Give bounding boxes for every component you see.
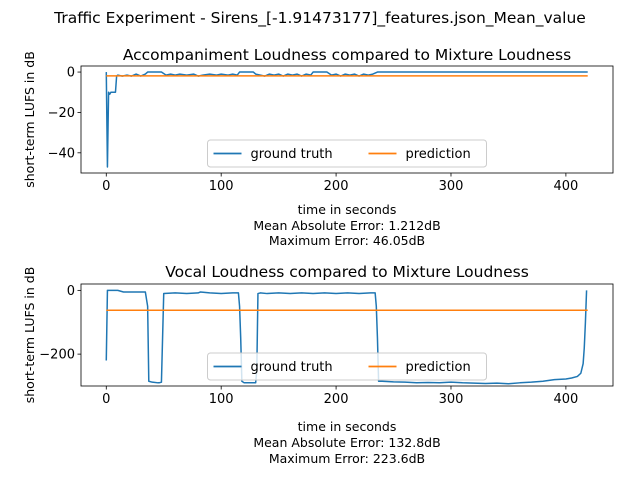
chart-1-ylabel: short-term LUFS in dB bbox=[22, 51, 37, 188]
chart-2-metric-max: Maximum Error: 223.6dB bbox=[269, 451, 425, 466]
chart-2-ylabel: short-term LUFS in dB bbox=[22, 267, 37, 404]
chart-2-xtick-label: 100 bbox=[209, 392, 234, 407]
chart-2-metric-mae: Mean Absolute Error: 132.8dB bbox=[253, 435, 440, 450]
chart-1-metric-max: Maximum Error: 46.05dB bbox=[269, 233, 425, 248]
chart-1-xtick-label: 200 bbox=[324, 179, 349, 194]
chart-2-title: Vocal Loudness compared to Mixture Loudn… bbox=[165, 263, 529, 281]
chart-2-legend-label-prediction: prediction bbox=[406, 360, 471, 375]
chart-2-ytick-label: 0 bbox=[67, 284, 75, 299]
chart-1-metric-mae: Mean Absolute Error: 1.212dB bbox=[253, 218, 440, 233]
chart-2-legend-box bbox=[207, 352, 487, 381]
chart-1-xtick-label: 400 bbox=[553, 179, 578, 194]
chart-2-xtick-label: 200 bbox=[324, 392, 349, 407]
chart-1-legend-label-ground-truth: ground truth bbox=[251, 147, 333, 162]
chart-1-ytick-label: −20 bbox=[48, 106, 75, 121]
chart-1-legend-label-prediction: prediction bbox=[406, 147, 471, 162]
chart-2-axes-frame bbox=[80, 283, 614, 387]
chart-1-ytick-label: −40 bbox=[48, 146, 75, 161]
chart-2-xtick-label: 300 bbox=[439, 392, 464, 407]
figure-suptitle: Traffic Experiment - Sirens_[-1.91473177… bbox=[53, 9, 586, 28]
chart-1-legend-box bbox=[207, 139, 487, 168]
chart-2-ytick-label: −200 bbox=[39, 348, 75, 363]
chart-1-xtick-label: 100 bbox=[209, 179, 234, 194]
chart-2-group: Vocal Loudness compared to Mixture Loudn… bbox=[22, 263, 614, 466]
chart-1-title: Accompaniment Loudness compared to Mixtu… bbox=[123, 46, 571, 64]
chart-1-ytick-label: 0 bbox=[67, 66, 75, 81]
chart-2-xtick-label: 0 bbox=[102, 392, 110, 407]
chart-1-xtick-label: 0 bbox=[102, 179, 110, 194]
chart-2-xtick-label: 400 bbox=[553, 392, 578, 407]
chart-1-legend: ground truth prediction bbox=[207, 139, 487, 168]
chart-2-series-ground-truth-line bbox=[105, 289, 588, 385]
chart-1-group: Accompaniment Loudness compared to Mixtu… bbox=[22, 46, 614, 248]
chart-1-xtick-label: 300 bbox=[439, 179, 464, 194]
chart-1-xlabel: time in seconds bbox=[298, 202, 397, 217]
chart-2-legend-label-ground-truth: ground truth bbox=[251, 360, 333, 375]
chart-2-xlabel: time in seconds bbox=[298, 419, 397, 434]
chart-2-legend: ground truth prediction bbox=[207, 352, 487, 381]
chart-1-axes-frame bbox=[80, 65, 614, 174]
